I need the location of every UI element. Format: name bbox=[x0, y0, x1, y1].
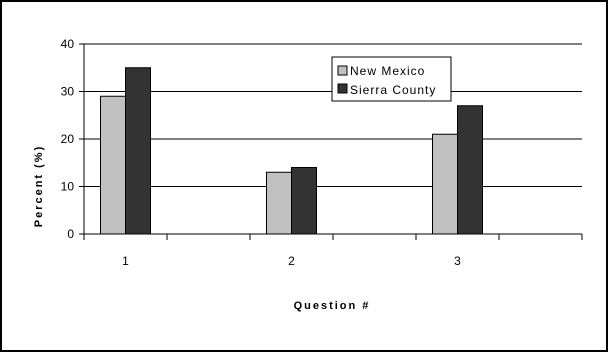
y-axis-title: Percent (%) bbox=[33, 145, 45, 228]
legend-label-new-mexico: New Mexico bbox=[350, 64, 425, 78]
bar-new-mexico-q1 bbox=[100, 95, 126, 235]
legend-box bbox=[331, 56, 452, 102]
bar-new-mexico-q3 bbox=[432, 133, 458, 235]
bar-sierra-county-q2 bbox=[291, 167, 317, 235]
legend: New Mexico Sierra County bbox=[331, 56, 452, 102]
y-tick-label: 0 bbox=[67, 227, 74, 241]
legend-label-sierra-county: Sierra County bbox=[350, 83, 436, 97]
y-tick-label: 40 bbox=[61, 37, 75, 51]
bar-sierra-county-q1 bbox=[125, 67, 151, 235]
legend-swatch-sierra-county bbox=[337, 83, 348, 94]
y-tick-label: 30 bbox=[61, 85, 75, 99]
bar-new-mexico-q2 bbox=[266, 171, 292, 235]
y-tick-label: 20 bbox=[61, 132, 75, 146]
bar-sierra-county-q3 bbox=[457, 105, 483, 235]
x-tick-labels: 1 2 3 bbox=[122, 254, 461, 268]
x-tick-label: 1 bbox=[122, 254, 129, 268]
x-axis-title: Question # bbox=[294, 300, 371, 312]
y-tick-label: 10 bbox=[61, 180, 75, 194]
axes bbox=[79, 43, 583, 240]
legend-swatch-new-mexico bbox=[337, 65, 348, 76]
x-tick-label: 2 bbox=[288, 254, 295, 268]
x-tick-label: 3 bbox=[454, 254, 461, 268]
y-tick-labels: 0 10 20 30 40 bbox=[61, 37, 75, 241]
